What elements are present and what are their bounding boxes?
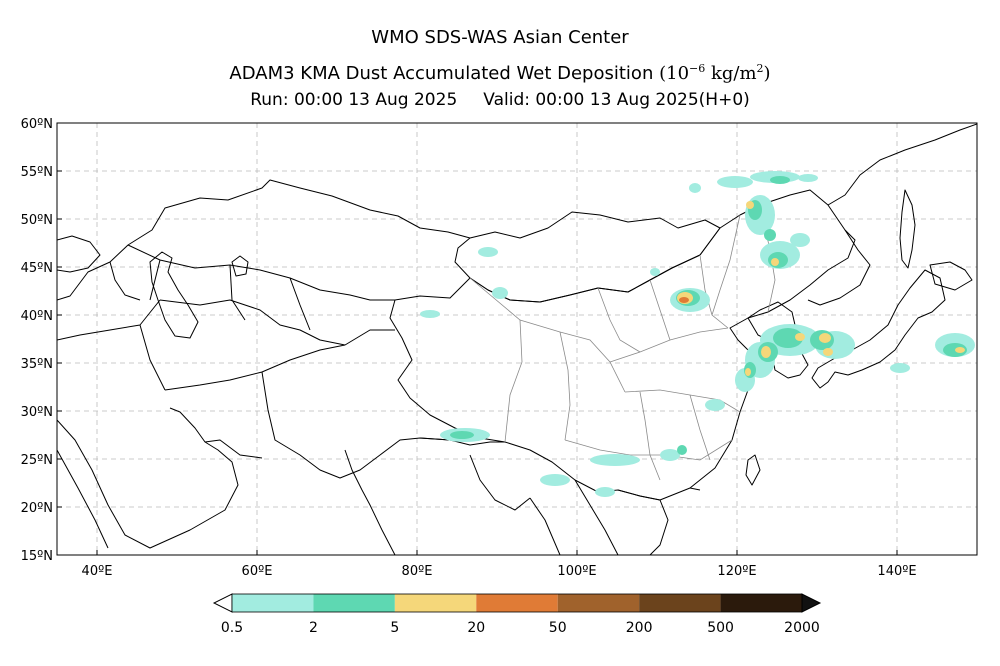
colorbar-swatch — [476, 594, 558, 612]
far-east-coast — [807, 123, 977, 306]
black-sea — [57, 235, 101, 273]
lat-tick-label: 30ºN — [21, 405, 53, 420]
run-time: Run: 00:00 13 Aug 2025 — [250, 90, 458, 110]
colorbar-label: 2 — [309, 620, 318, 636]
colorbar-label: 50 — [549, 620, 567, 636]
coastlines-borders — [57, 123, 977, 555]
deposition-2-5 — [450, 176, 967, 455]
lon-tick-label: 40ºE — [82, 564, 113, 579]
colorbar-swatch — [232, 594, 314, 612]
lat-tick-label: 45ºN — [21, 261, 53, 276]
colorbar-label: 5 — [390, 620, 399, 636]
colorbar-label: 500 — [707, 620, 734, 636]
lat-tick-label: 15ºN — [21, 549, 53, 564]
lat-tick-label: 50ºN — [21, 213, 53, 228]
colorbar-label: 200 — [626, 620, 653, 636]
lon-tick-label: 140ºE — [877, 564, 916, 579]
lat-tick-label: 20ºN — [21, 501, 53, 516]
arabia-coast — [57, 407, 263, 549]
colorbar-swatch — [557, 594, 640, 612]
colorbar-label: 0.5 — [221, 620, 243, 636]
deposition-field — [420, 171, 975, 497]
deposition-5-20 — [677, 201, 965, 376]
colorbar-label: 2000 — [784, 620, 820, 636]
colorbar-outline — [231, 593, 803, 613]
product-title-text: ADAM3 KMA Dust Accumulated Wet Depositio… — [229, 63, 654, 84]
kazakhstan-russia-border — [57, 179, 471, 301]
lon-tick-label: 60ºE — [242, 564, 273, 579]
province-boundaries — [469, 204, 776, 481]
lat-tick-label: 55ºN — [21, 165, 53, 180]
deposition-0-5-2 — [420, 171, 975, 497]
map-frame — [56, 122, 978, 556]
lon-tick-label: 120ºE — [717, 564, 756, 579]
kazakhstan-interior — [109, 259, 161, 301]
sakhalin — [899, 189, 916, 269]
caspian-sea — [149, 251, 199, 339]
lon-tick-label: 80ºE — [402, 564, 433, 579]
colorbar-swatch — [394, 594, 477, 612]
valid-time: Valid: 00:00 13 Aug 2025(H+0) — [483, 90, 750, 110]
longitude-labels: 40ºE 60ºE 80ºE 100ºE 120ºE 140ºE — [82, 550, 917, 579]
colorbar-under-arrow — [212, 593, 233, 613]
india-coast — [344, 437, 531, 555]
colorbar-label: 20 — [467, 620, 485, 636]
lon-tick-label: 100ºE — [557, 564, 596, 579]
aral-sea — [231, 255, 249, 277]
run-valid-line: Run: 00:00 13 Aug 2025 Valid: 00:00 13 Au… — [0, 90, 1000, 110]
taiwan — [745, 454, 761, 486]
product-title: ADAM3 KMA Dust Accumulated Wet Depositio… — [0, 62, 1000, 84]
colorbar-swatch — [639, 594, 721, 612]
japan-islands — [811, 261, 973, 389]
colorbar-swatch — [313, 594, 395, 612]
latitude-labels: 15ºN 20ºN 25ºN 30ºN 35ºN 40ºN 45ºN 50ºN 55ºN 60ºN — [21, 117, 62, 564]
lat-tick-label: 60ºN — [21, 117, 53, 132]
lat-tick-label: 40ºN — [21, 309, 53, 324]
colorbar-swatch — [720, 594, 802, 612]
product-unit: (10−6 kg/m2) — [659, 62, 771, 84]
lat-tick-label: 35ºN — [21, 357, 53, 372]
colorbar-over-arrow — [801, 593, 822, 613]
se-asia-coast — [529, 479, 701, 555]
lat-tick-label: 25ºN — [21, 453, 53, 468]
deposition-20-50 — [679, 297, 689, 303]
center-title: WMO SDS-WAS Asian Center — [371, 27, 629, 48]
colorbar: 0.5 2 5 20 50 200 500 2000 — [212, 593, 822, 636]
central-asia-borders — [57, 244, 451, 479]
